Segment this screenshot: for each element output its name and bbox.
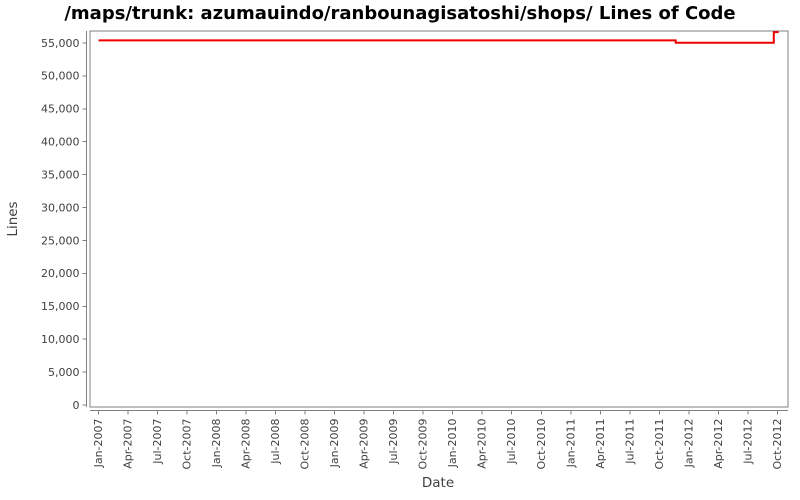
x-tick-label: Jan-2010 <box>446 419 459 469</box>
y-tick-label: 5,000 <box>48 366 80 379</box>
y-tick-label: 10,000 <box>41 333 80 346</box>
x-tick-label: Apr-2012 <box>712 419 725 469</box>
x-tick-label: Oct-2012 <box>771 419 784 470</box>
x-tick-label: Apr-2008 <box>240 419 253 469</box>
x-tick-label: Jan-2007 <box>92 419 105 469</box>
x-tick-label: Apr-2007 <box>122 419 135 469</box>
y-tick-label: 0 <box>73 399 80 412</box>
x-tick-label: Jul-2008 <box>269 419 282 465</box>
x-tick-label: Oct-2008 <box>299 419 312 470</box>
series-group <box>98 31 779 44</box>
series-line <box>98 31 779 44</box>
x-tick-label: Apr-2011 <box>594 419 607 469</box>
x-axis-ticks: Jan-2007 Apr-2007 Jul-2007 Oct-2007 Jan-2008… <box>92 410 784 470</box>
x-tick-label: Jul-2011 <box>623 419 636 465</box>
x-tick-label: Jan-2012 <box>682 419 695 469</box>
y-tick-label: 40,000 <box>41 136 80 149</box>
y-tick-label: 25,000 <box>41 234 80 247</box>
x-tick-label: Apr-2009 <box>358 419 371 469</box>
x-tick-label: Jul-2007 <box>151 419 164 465</box>
x-axis-title: Date <box>422 475 454 491</box>
y-tick-label: 20,000 <box>41 267 80 280</box>
x-tick-label: Jan-2008 <box>210 419 223 469</box>
y-tick-label: 15,000 <box>41 300 80 313</box>
x-tick-label: Oct-2010 <box>535 419 548 470</box>
plot-area-border <box>89 30 789 408</box>
y-tick-label: 55,000 <box>41 37 80 50</box>
x-tick-label: Oct-2007 <box>181 419 194 470</box>
y-tick-label: 45,000 <box>41 103 80 116</box>
x-tick-label: Oct-2009 <box>417 419 430 470</box>
x-tick-label: Jan-2009 <box>328 419 341 469</box>
x-tick-label: Jul-2010 <box>505 419 518 465</box>
x-tick-label: Apr-2010 <box>476 419 489 469</box>
x-tick-label: Oct-2011 <box>653 419 666 470</box>
y-axis-ticks: 0 5,000 10,000 15,000 20,000 25,000 30,000 35,0… <box>41 37 87 412</box>
y-tick-label: 50,000 <box>41 70 80 83</box>
x-tick-label: Jan-2011 <box>564 419 577 469</box>
x-tick-label: Jul-2009 <box>387 419 400 465</box>
y-tick-label: 30,000 <box>41 201 80 214</box>
chart-title: /maps/trunk: azumauindo/ranbounagisatosh… <box>64 3 736 24</box>
y-axis-title: Lines <box>5 201 21 236</box>
x-tick-label: Jul-2012 <box>741 419 754 465</box>
y-tick-label: 35,000 <box>41 168 80 181</box>
